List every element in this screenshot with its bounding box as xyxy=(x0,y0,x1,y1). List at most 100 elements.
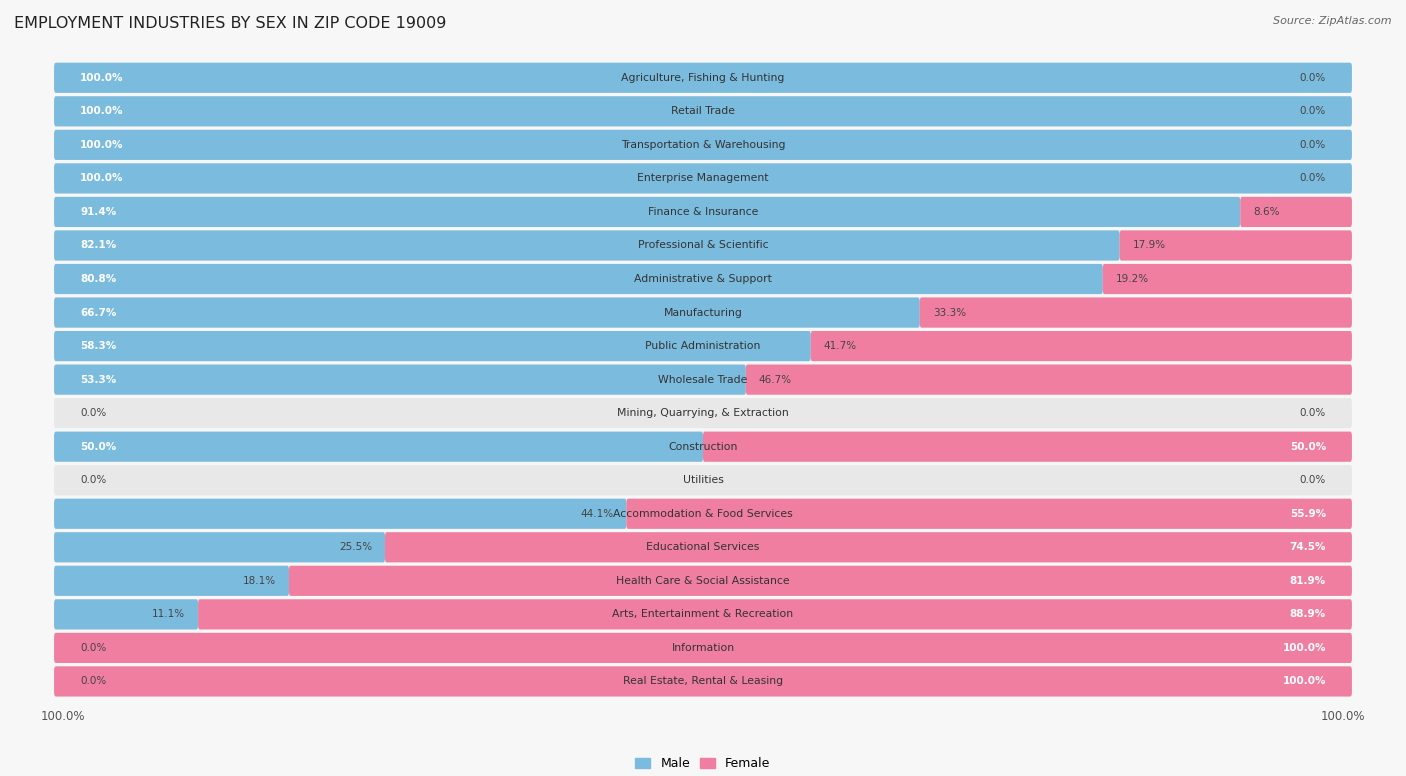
FancyBboxPatch shape xyxy=(53,297,920,327)
FancyBboxPatch shape xyxy=(53,130,1353,160)
FancyBboxPatch shape xyxy=(53,96,1353,126)
Text: 55.9%: 55.9% xyxy=(1289,509,1326,519)
Text: 100.0%: 100.0% xyxy=(1320,710,1365,723)
FancyBboxPatch shape xyxy=(53,197,1240,227)
Text: 33.3%: 33.3% xyxy=(932,307,966,317)
Text: 91.4%: 91.4% xyxy=(80,207,117,217)
FancyBboxPatch shape xyxy=(385,532,1353,563)
Text: 18.1%: 18.1% xyxy=(243,576,276,586)
Text: 53.3%: 53.3% xyxy=(80,375,117,385)
FancyBboxPatch shape xyxy=(53,264,1353,294)
Text: Professional & Scientific: Professional & Scientific xyxy=(638,241,768,251)
FancyBboxPatch shape xyxy=(198,599,1353,629)
FancyBboxPatch shape xyxy=(53,63,1353,93)
Text: 0.0%: 0.0% xyxy=(1299,475,1326,485)
FancyBboxPatch shape xyxy=(53,331,1353,361)
Text: 0.0%: 0.0% xyxy=(1299,73,1326,83)
FancyBboxPatch shape xyxy=(53,667,1353,697)
FancyBboxPatch shape xyxy=(53,297,1353,327)
Text: 0.0%: 0.0% xyxy=(1299,173,1326,183)
FancyBboxPatch shape xyxy=(53,163,1353,193)
Text: 0.0%: 0.0% xyxy=(80,475,107,485)
Text: 41.7%: 41.7% xyxy=(824,341,856,351)
Text: Wholesale Trade: Wholesale Trade xyxy=(658,375,748,385)
FancyBboxPatch shape xyxy=(53,632,1353,663)
Text: Transportation & Warehousing: Transportation & Warehousing xyxy=(621,140,785,150)
Text: 82.1%: 82.1% xyxy=(80,241,117,251)
FancyBboxPatch shape xyxy=(53,532,385,563)
FancyBboxPatch shape xyxy=(53,431,1353,462)
Text: 100.0%: 100.0% xyxy=(80,73,124,83)
Text: Real Estate, Rental & Leasing: Real Estate, Rental & Leasing xyxy=(623,677,783,687)
Text: Source: ZipAtlas.com: Source: ZipAtlas.com xyxy=(1274,16,1392,26)
Text: 50.0%: 50.0% xyxy=(80,442,117,452)
Text: Health Care & Social Assistance: Health Care & Social Assistance xyxy=(616,576,790,586)
FancyBboxPatch shape xyxy=(745,365,1353,395)
FancyBboxPatch shape xyxy=(53,96,1353,126)
Text: Utilities: Utilities xyxy=(682,475,724,485)
Text: 100.0%: 100.0% xyxy=(80,173,124,183)
Text: 11.1%: 11.1% xyxy=(152,609,186,619)
Text: 0.0%: 0.0% xyxy=(80,643,107,653)
Text: 100.0%: 100.0% xyxy=(41,710,86,723)
Text: 0.0%: 0.0% xyxy=(80,408,107,418)
Text: Mining, Quarrying, & Extraction: Mining, Quarrying, & Extraction xyxy=(617,408,789,418)
Text: 50.0%: 50.0% xyxy=(1289,442,1326,452)
Text: 100.0%: 100.0% xyxy=(80,140,124,150)
Text: Enterprise Management: Enterprise Management xyxy=(637,173,769,183)
FancyBboxPatch shape xyxy=(53,431,703,462)
FancyBboxPatch shape xyxy=(53,331,811,361)
Text: 17.9%: 17.9% xyxy=(1133,241,1166,251)
FancyBboxPatch shape xyxy=(53,163,1353,193)
Text: Accommodation & Food Services: Accommodation & Food Services xyxy=(613,509,793,519)
Text: Agriculture, Fishing & Hunting: Agriculture, Fishing & Hunting xyxy=(621,73,785,83)
FancyBboxPatch shape xyxy=(53,599,198,629)
Text: Public Administration: Public Administration xyxy=(645,341,761,351)
FancyBboxPatch shape xyxy=(290,566,1353,596)
Text: 80.8%: 80.8% xyxy=(80,274,117,284)
FancyBboxPatch shape xyxy=(920,297,1353,327)
Text: 0.0%: 0.0% xyxy=(1299,408,1326,418)
FancyBboxPatch shape xyxy=(53,398,1353,428)
Legend: Male, Female: Male, Female xyxy=(630,753,776,775)
Text: Educational Services: Educational Services xyxy=(647,542,759,553)
FancyBboxPatch shape xyxy=(1102,264,1353,294)
Text: Arts, Entertainment & Recreation: Arts, Entertainment & Recreation xyxy=(613,609,793,619)
Text: 66.7%: 66.7% xyxy=(80,307,117,317)
FancyBboxPatch shape xyxy=(703,431,1353,462)
Text: Retail Trade: Retail Trade xyxy=(671,106,735,116)
Text: 100.0%: 100.0% xyxy=(80,106,124,116)
Text: 8.6%: 8.6% xyxy=(1253,207,1279,217)
FancyBboxPatch shape xyxy=(53,566,290,596)
Text: 88.9%: 88.9% xyxy=(1289,609,1326,619)
FancyBboxPatch shape xyxy=(53,63,1353,93)
Text: Information: Information xyxy=(672,643,734,653)
Text: 100.0%: 100.0% xyxy=(1282,677,1326,687)
Text: Construction: Construction xyxy=(668,442,738,452)
FancyBboxPatch shape xyxy=(53,499,1353,528)
Text: 81.9%: 81.9% xyxy=(1289,576,1326,586)
Text: 0.0%: 0.0% xyxy=(1299,106,1326,116)
FancyBboxPatch shape xyxy=(53,667,1353,697)
FancyBboxPatch shape xyxy=(53,365,1353,395)
FancyBboxPatch shape xyxy=(53,532,1353,563)
FancyBboxPatch shape xyxy=(627,499,1353,528)
FancyBboxPatch shape xyxy=(53,632,1353,663)
Text: 19.2%: 19.2% xyxy=(1116,274,1149,284)
FancyBboxPatch shape xyxy=(53,499,627,528)
Text: EMPLOYMENT INDUSTRIES BY SEX IN ZIP CODE 19009: EMPLOYMENT INDUSTRIES BY SEX IN ZIP CODE… xyxy=(14,16,447,30)
Text: 58.3%: 58.3% xyxy=(80,341,117,351)
FancyBboxPatch shape xyxy=(53,465,1353,495)
FancyBboxPatch shape xyxy=(53,365,745,395)
Text: 44.1%: 44.1% xyxy=(581,509,613,519)
FancyBboxPatch shape xyxy=(53,230,1119,261)
FancyBboxPatch shape xyxy=(1240,197,1353,227)
FancyBboxPatch shape xyxy=(1119,230,1353,261)
Text: 0.0%: 0.0% xyxy=(1299,140,1326,150)
FancyBboxPatch shape xyxy=(53,566,1353,596)
Text: Administrative & Support: Administrative & Support xyxy=(634,274,772,284)
FancyBboxPatch shape xyxy=(53,599,1353,629)
Text: Finance & Insurance: Finance & Insurance xyxy=(648,207,758,217)
FancyBboxPatch shape xyxy=(53,230,1353,261)
Text: 0.0%: 0.0% xyxy=(80,677,107,687)
